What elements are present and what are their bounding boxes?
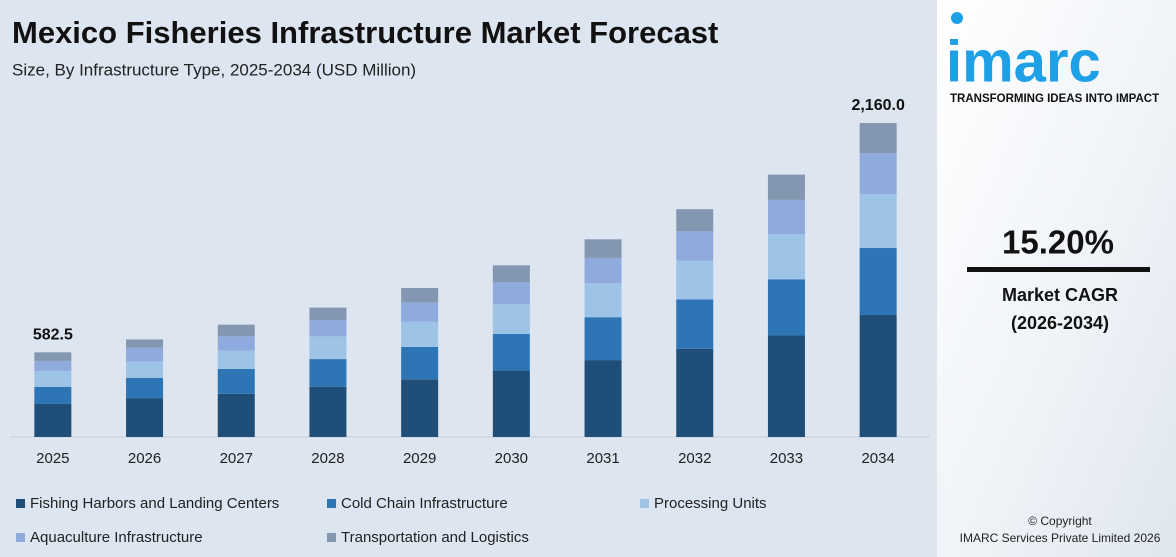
bar-segment — [309, 307, 347, 321]
legend-swatch — [327, 499, 336, 508]
bar-segment — [767, 234, 805, 280]
x-tick-label: 2033 — [770, 450, 803, 467]
bar-segment — [401, 287, 439, 303]
bar-segment — [492, 333, 530, 371]
bar-segment — [126, 339, 164, 348]
bar-segment — [401, 379, 439, 437]
total-label: 582.5 — [33, 327, 73, 344]
bar-segment — [676, 209, 714, 232]
bar-segment — [34, 360, 72, 371]
bar-segment — [859, 194, 897, 249]
bar-segment — [859, 315, 897, 437]
bar-segment — [492, 370, 530, 437]
bar-segment — [492, 304, 530, 334]
bar-segment — [767, 279, 805, 336]
bar-segment — [676, 260, 714, 300]
company: IMARC Services Private Limited 2026 — [960, 531, 1161, 545]
cagr-period: (2026-2034) — [1011, 313, 1109, 333]
bar-segment — [584, 257, 622, 284]
bar-segment — [401, 302, 439, 322]
bar-segment — [584, 360, 622, 437]
x-tick-label: 2027 — [220, 450, 253, 467]
legend-label: Aquaculture Infrastructure — [30, 529, 203, 546]
bar-segment — [126, 347, 164, 362]
bar-segment — [217, 324, 255, 337]
bar-segment — [34, 370, 72, 387]
bar-segment — [492, 282, 530, 305]
legend-swatch — [16, 499, 25, 508]
bar-segment — [126, 398, 164, 437]
cagr-label: Market CAGR — [1002, 285, 1118, 305]
x-tick-label: 2031 — [586, 450, 619, 467]
cagr-rule — [967, 267, 1150, 272]
logo: imarc — [946, 29, 1101, 94]
sidebar-background — [937, 0, 1176, 557]
bar-segment — [492, 265, 530, 283]
legend-swatch — [640, 499, 649, 508]
bar-segment — [309, 336, 347, 360]
logo-dot — [951, 12, 963, 24]
bar-segment — [584, 239, 622, 258]
legend-swatch — [16, 533, 25, 542]
bar-segment — [34, 352, 72, 361]
bar-segment — [34, 403, 72, 437]
x-tick-label: 2034 — [861, 450, 894, 467]
x-tick-label: 2026 — [128, 450, 161, 467]
bar-segment — [126, 377, 164, 399]
bar-segment — [676, 231, 714, 261]
bar-segment — [217, 336, 255, 351]
bar-segment — [217, 368, 255, 394]
x-tick-label: 2032 — [678, 450, 711, 467]
bar-segment — [584, 283, 622, 318]
legend-label: Fishing Harbors and Landing Centers — [30, 495, 279, 512]
bar-segment — [676, 299, 714, 349]
tagline: TRANSFORMING IDEAS INTO IMPACT — [950, 93, 1159, 105]
legend-label: Cold Chain Infrastructure — [341, 495, 508, 512]
bar-segment — [34, 386, 72, 404]
bar-segment — [217, 393, 255, 437]
bar-segment — [584, 317, 622, 361]
copyright: © Copyright — [1028, 514, 1092, 528]
bar-segment — [767, 335, 805, 437]
total-label: 2,160.0 — [851, 97, 904, 114]
legend-swatch — [327, 533, 336, 542]
bar-segment — [126, 361, 164, 378]
cagr-value: 15.20% — [1002, 224, 1114, 261]
bar-segment — [859, 123, 897, 154]
bar-segment — [309, 320, 347, 337]
bar-segment — [676, 348, 714, 437]
legend-label: Processing Units — [654, 495, 767, 512]
bar-segment — [401, 346, 439, 380]
chart-subtitle: Size, By Infrastructure Type, 2025-2034 … — [12, 60, 416, 79]
bar-segment — [859, 248, 897, 316]
x-tick-label: 2025 — [36, 450, 69, 467]
bar-segment — [309, 386, 347, 437]
x-tick-label: 2030 — [495, 450, 528, 467]
bar-segment — [309, 359, 347, 387]
bar-segment — [859, 153, 897, 195]
bar-segment — [217, 350, 255, 369]
x-tick-label: 2029 — [403, 450, 436, 467]
legend-label: Transportation and Logistics — [341, 529, 529, 546]
chart-title: Mexico Fisheries Infrastructure Market F… — [12, 15, 718, 50]
bar-segment — [767, 199, 805, 235]
x-tick-label: 2028 — [311, 450, 344, 467]
bar-segment — [401, 321, 439, 347]
bar-segment — [767, 174, 805, 200]
